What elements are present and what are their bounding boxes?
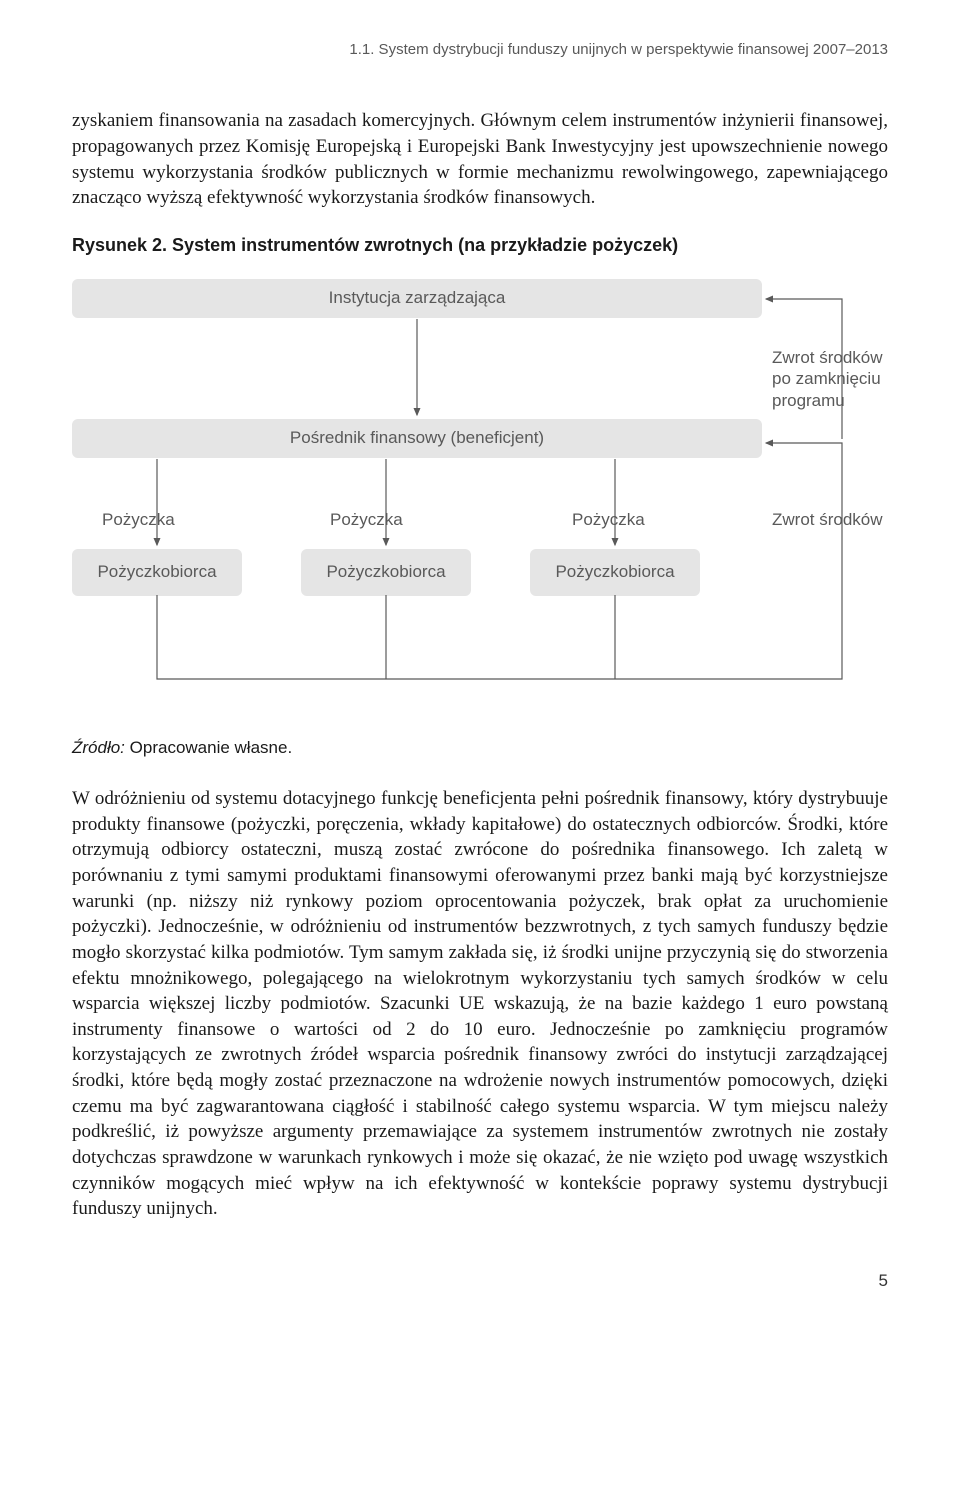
diagram-box-financial-intermediary: Pośrednik finansowy (beneficjent) xyxy=(72,419,762,458)
diagram-label-return-after-closure: Zwrot środków po zamknięciu programu xyxy=(772,347,883,411)
diagram-label-loan-2: Pożyczka xyxy=(330,509,403,530)
text-line: programu xyxy=(772,391,845,410)
source-text: Opracowanie własne. xyxy=(125,738,292,757)
diagram-label-loan-3: Pożyczka xyxy=(572,509,645,530)
diagram-box-managing-institution: Instytucja zarządzająca xyxy=(72,279,762,318)
text-line: po zamknięciu xyxy=(772,369,881,388)
diagram-label: Pożyczkobiorca xyxy=(326,562,445,581)
running-header: 1.1. System dystrybucji funduszy unijnyc… xyxy=(72,40,888,60)
diagram-arrows xyxy=(72,279,888,709)
source-prefix: Źródło: xyxy=(72,738,125,757)
paragraph-2: W odróżnieniu od systemu dotacyjnego fun… xyxy=(72,786,888,1222)
page-number: 5 xyxy=(72,1270,888,1293)
text-line: Zwrot środków xyxy=(772,348,883,367)
diagram-label: Pożyczkobiorca xyxy=(97,562,216,581)
diagram-label-return-funds: Zwrot środków xyxy=(772,509,883,530)
diagram-label: Instytucja zarządzająca xyxy=(329,288,506,307)
paragraph-1: zyskaniem finansowania na zasadach komer… xyxy=(72,108,888,211)
diagram-label: Pośrednik finansowy (beneficjent) xyxy=(290,428,544,447)
figure-diagram: Instytucja zarządzająca Pośrednik finans… xyxy=(72,279,888,709)
diagram-box-borrower-1: Pożyczkobiorca xyxy=(72,549,242,596)
diagram-box-borrower-2: Pożyczkobiorca xyxy=(301,549,471,596)
diagram-label-loan-1: Pożyczka xyxy=(102,509,175,530)
figure-title: Rysunek 2. System instrumentów zwrotnych… xyxy=(72,233,888,257)
diagram-label: Pożyczkobiorca xyxy=(555,562,674,581)
diagram-box-borrower-3: Pożyczkobiorca xyxy=(530,549,700,596)
figure-source: Źródło: Opracowanie własne. xyxy=(72,737,888,760)
